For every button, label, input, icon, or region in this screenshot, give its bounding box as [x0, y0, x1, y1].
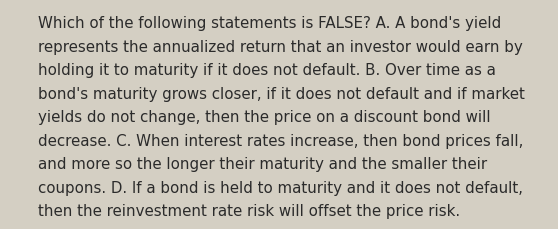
Text: Which of the following statements is FALSE? A. A bond's yield: Which of the following statements is FAL… — [38, 16, 501, 31]
Text: yields do not change, then the price on a discount bond will: yields do not change, then the price on … — [38, 110, 490, 125]
Text: represents the annualized return that an investor would earn by: represents the annualized return that an… — [38, 39, 523, 54]
Text: holding it to maturity if it does not default. B. Over time as a: holding it to maturity if it does not de… — [38, 63, 496, 78]
Text: decrease. C. When interest rates increase, then bond prices fall,: decrease. C. When interest rates increas… — [38, 133, 523, 148]
Text: then the reinvestment rate risk will offset the price risk.: then the reinvestment rate risk will off… — [38, 203, 460, 218]
Text: bond's maturity grows closer, if it does not default and if market: bond's maturity grows closer, if it does… — [38, 86, 525, 101]
Text: coupons. D. If a bond is held to maturity and it does not default,: coupons. D. If a bond is held to maturit… — [38, 180, 523, 195]
Text: and more so the longer their maturity and the smaller their: and more so the longer their maturity an… — [38, 156, 487, 171]
